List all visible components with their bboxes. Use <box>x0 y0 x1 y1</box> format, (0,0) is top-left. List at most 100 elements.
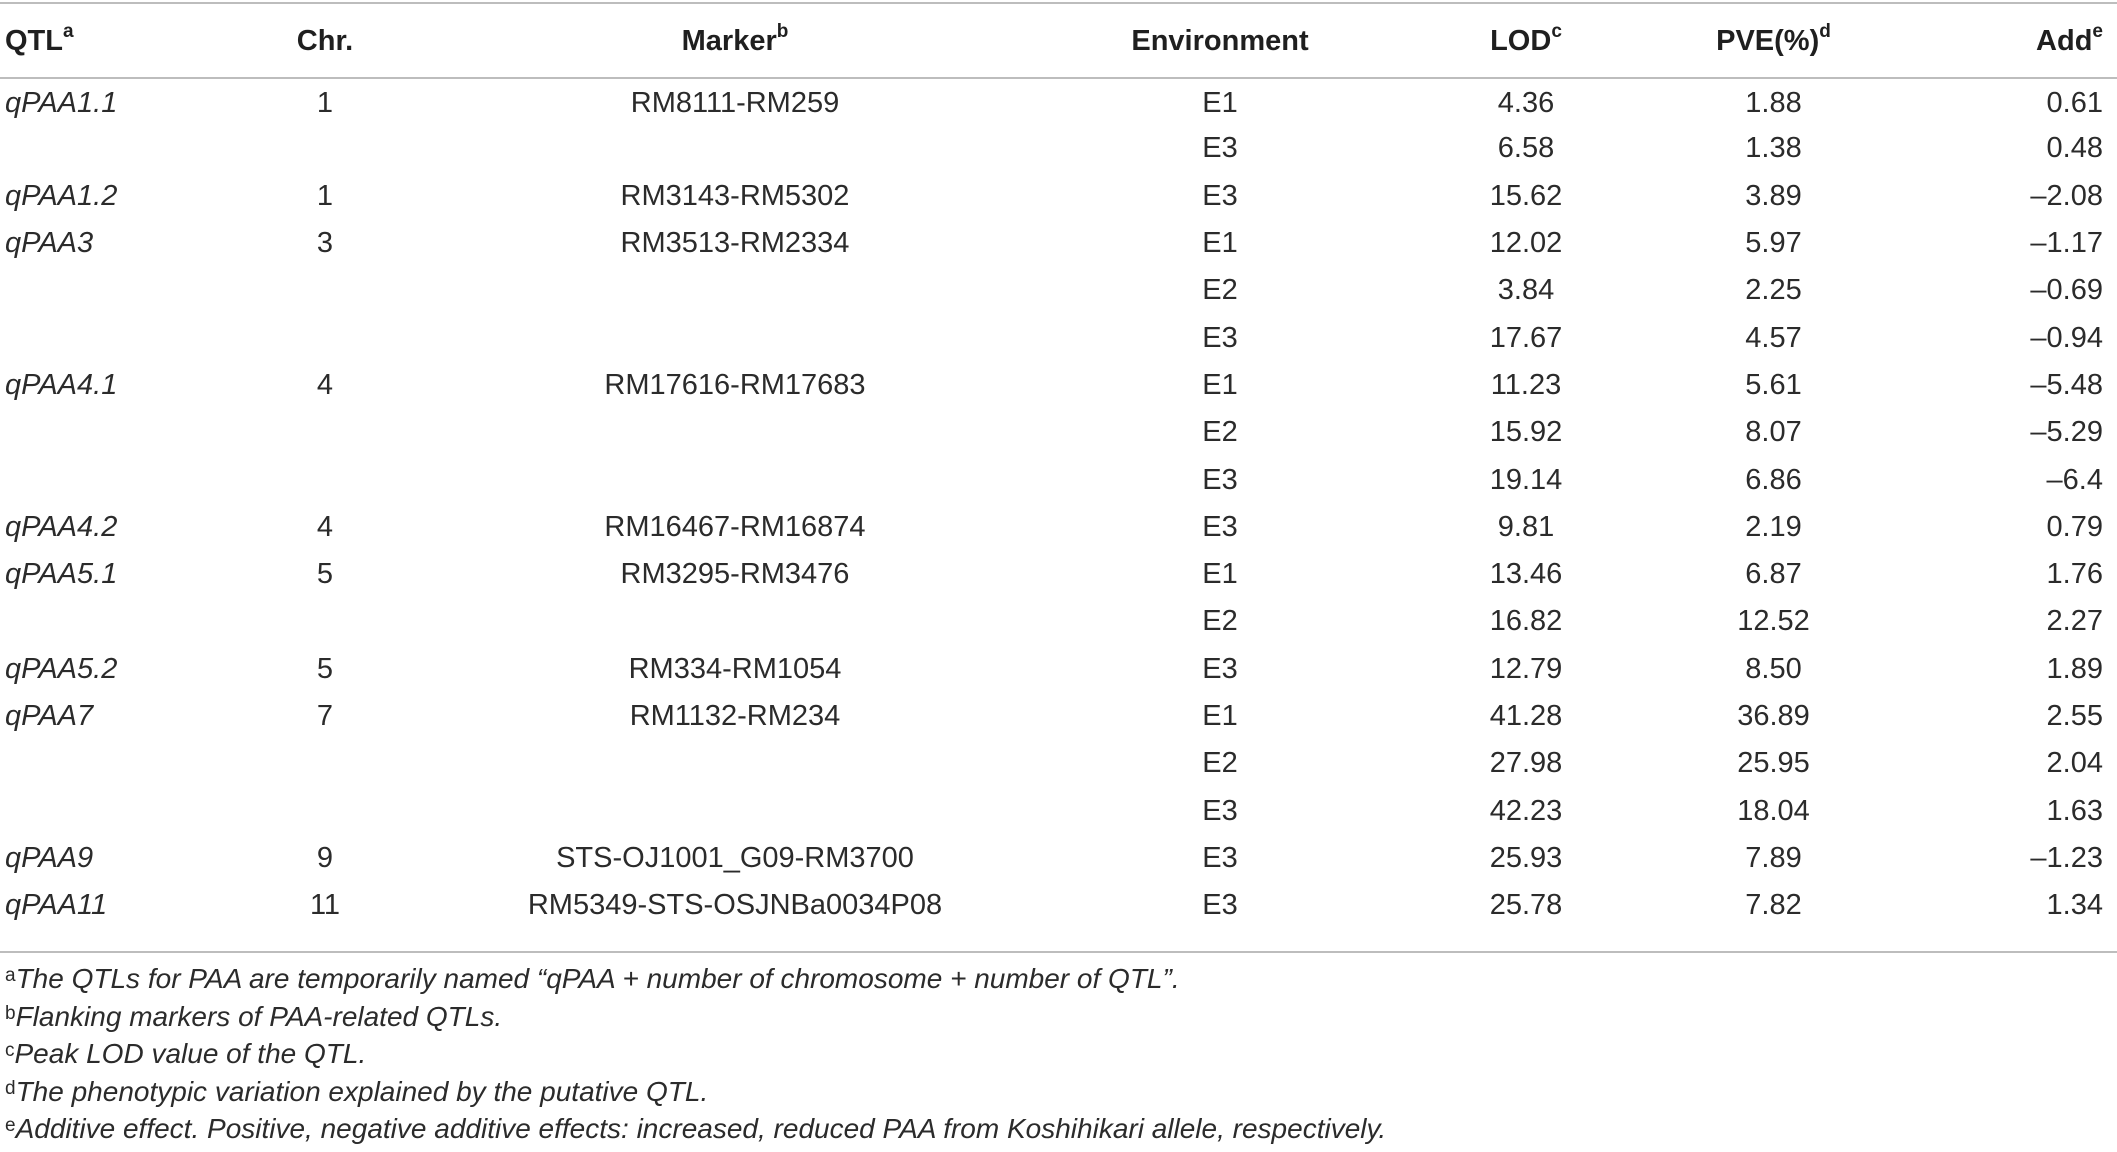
cell-environment: E3 <box>1202 889 1238 922</box>
cell-lod: 13.46 <box>1489 558 1563 591</box>
cell-chr <box>200 267 450 314</box>
cell-qtl <box>0 314 200 361</box>
cell-qtl: qPAA1.1 <box>5 87 118 120</box>
cell-lod: 17.67 <box>1489 321 1563 354</box>
cell-environment: E2 <box>1202 747 1238 780</box>
table-footnotes: aThe QTLs for PAA are temporarily named … <box>5 960 2105 1148</box>
cell-environment: E2 <box>1202 605 1238 638</box>
header-lod: LODc <box>1420 4 1632 78</box>
header-pve-label: PVE(%) <box>1716 24 1820 57</box>
cell-lod: 12.79 <box>1489 652 1563 685</box>
cell-lod: 11.23 <box>1490 368 1562 401</box>
cell-chr: 11 <box>309 889 341 922</box>
cell-environment: E3 <box>1202 463 1238 496</box>
cell-marker: RM3295-RM3476 <box>620 558 850 591</box>
cell-add: –0.69 <box>2030 274 2103 307</box>
cell-chr <box>200 598 450 645</box>
footnote-text: Peak LOD value of the QTL. <box>14 1038 367 1069</box>
cell-environment: E3 <box>1202 132 1238 165</box>
cell-chr <box>200 409 450 456</box>
cell-marker <box>450 314 1020 361</box>
cell-environment: E3 <box>1202 179 1238 212</box>
cell-environment: E1 <box>1202 368 1238 401</box>
cell-environment: E1 <box>1202 558 1238 591</box>
cell-lod: 4.36 <box>1497 87 1555 120</box>
header-chr: Chr. <box>200 4 450 78</box>
cell-marker <box>450 456 1020 503</box>
cell-marker <box>450 125 1020 172</box>
table-row: E2 3.84 2.25 –0.69 <box>0 267 2117 314</box>
footnote: aThe QTLs for PAA are temporarily named … <box>5 960 2105 998</box>
cell-environment: E2 <box>1202 416 1238 449</box>
cell-marker: RM17616-RM17683 <box>604 368 866 401</box>
cell-chr: 4 <box>316 510 334 543</box>
header-environment: Environment <box>1020 4 1420 78</box>
cell-qtl: qPAA3 <box>5 227 94 260</box>
table-row: qPAA7 7 RM1132-RM234 E1 41.28 36.89 2.55 <box>0 693 2117 740</box>
cell-pve: 5.97 <box>1745 227 1802 260</box>
cell-add: 0.61 <box>2046 87 2103 120</box>
cell-lod: 16.82 <box>1489 605 1563 638</box>
footnote-mark: c <box>5 1040 15 1061</box>
cell-lod: 42.23 <box>1489 794 1563 827</box>
table-row: E3 19.14 6.86 –6.4 <box>0 456 2117 503</box>
cell-add: 2.27 <box>2046 605 2103 638</box>
cell-lod: 15.92 <box>1489 416 1563 449</box>
cell-add: 1.34 <box>2046 889 2103 922</box>
table-row: E3 42.23 18.04 1.63 <box>0 787 2117 834</box>
header-marker-label: Marker <box>681 24 777 57</box>
cell-environment: E3 <box>1202 794 1238 827</box>
cell-qtl: qPAA9 <box>5 841 94 874</box>
cell-environment: E1 <box>1202 700 1238 732</box>
cell-chr: 4 <box>316 368 334 401</box>
table-row: qPAA1.2 1 RM3143-RM5302 E3 15.62 3.89 –2.08 <box>0 173 2117 220</box>
cell-pve: 8.50 <box>1745 652 1802 685</box>
cell-pve: 25.95 <box>1737 747 1810 780</box>
cell-add: 0.79 <box>2046 510 2103 543</box>
cell-marker <box>450 409 1020 456</box>
cell-chr: 5 <box>316 652 334 685</box>
footnote-text: The QTLs for PAA are temporarily named “… <box>15 963 1180 994</box>
cell-pve: 3.89 <box>1745 179 1802 212</box>
table-row: E3 17.67 4.57 –0.94 <box>0 314 2117 361</box>
cell-lod: 15.62 <box>1489 179 1563 212</box>
cell-chr: 7 <box>316 700 334 732</box>
header-lod-footnote-mark: c <box>1551 20 1562 42</box>
cell-qtl: qPAA5.2 <box>5 652 118 685</box>
cell-add: 1.63 <box>2046 794 2103 827</box>
cell-pve: 7.89 <box>1745 841 1802 874</box>
footnote-text: Additive effect. Positive, negative addi… <box>15 1113 1387 1144</box>
cell-chr: 3 <box>316 227 334 260</box>
cell-add: 1.89 <box>2046 652 2103 685</box>
cell-add: 2.55 <box>2046 700 2103 732</box>
cell-pve: 36.89 <box>1737 700 1810 732</box>
table-header: QTLa Chr. Markerb Environment LODc PVE(%… <box>0 4 2117 78</box>
cell-pve: 18.04 <box>1737 794 1810 827</box>
footnote: dThe phenotypic variation explained by t… <box>5 1073 2105 1111</box>
table-row: qPAA3 3 RM3513-RM2334 E1 12.02 5.97 –1.17 <box>0 220 2117 267</box>
header-lod-label: LOD <box>1490 24 1552 57</box>
cell-lod: 41.28 <box>1489 700 1563 732</box>
cell-add: 1.76 <box>2046 558 2103 591</box>
cell-chr: 9 <box>316 841 334 874</box>
cell-environment: E1 <box>1202 87 1238 120</box>
header-qtl-label: QTL <box>5 24 63 57</box>
cell-add: –6.4 <box>2046 463 2103 496</box>
header-marker-footnote-mark: b <box>776 20 789 42</box>
header-qtl: QTLa <box>0 4 200 78</box>
cell-pve: 8.07 <box>1745 416 1802 449</box>
cell-environment: E1 <box>1202 227 1238 260</box>
cell-pve: 6.87 <box>1745 558 1802 591</box>
cell-marker: RM16467-RM16874 <box>604 510 866 543</box>
cell-pve: 1.88 <box>1745 87 1802 120</box>
cell-add: –5.48 <box>2030 368 2103 401</box>
cell-lod: 9.81 <box>1497 510 1555 543</box>
cell-qtl: qPAA11 <box>5 889 108 922</box>
footnote-text: The phenotypic variation explained by th… <box>15 1075 709 1107</box>
cell-lod: 25.93 <box>1489 841 1563 874</box>
cell-qtl <box>0 787 200 834</box>
cell-qtl: qPAA4.2 <box>5 510 118 543</box>
table-row: qPAA1.1 1 RM8111-RM259 E1 4.36 1.88 0.61 <box>0 78 2117 125</box>
header-qtl-footnote-mark: a <box>63 20 74 42</box>
